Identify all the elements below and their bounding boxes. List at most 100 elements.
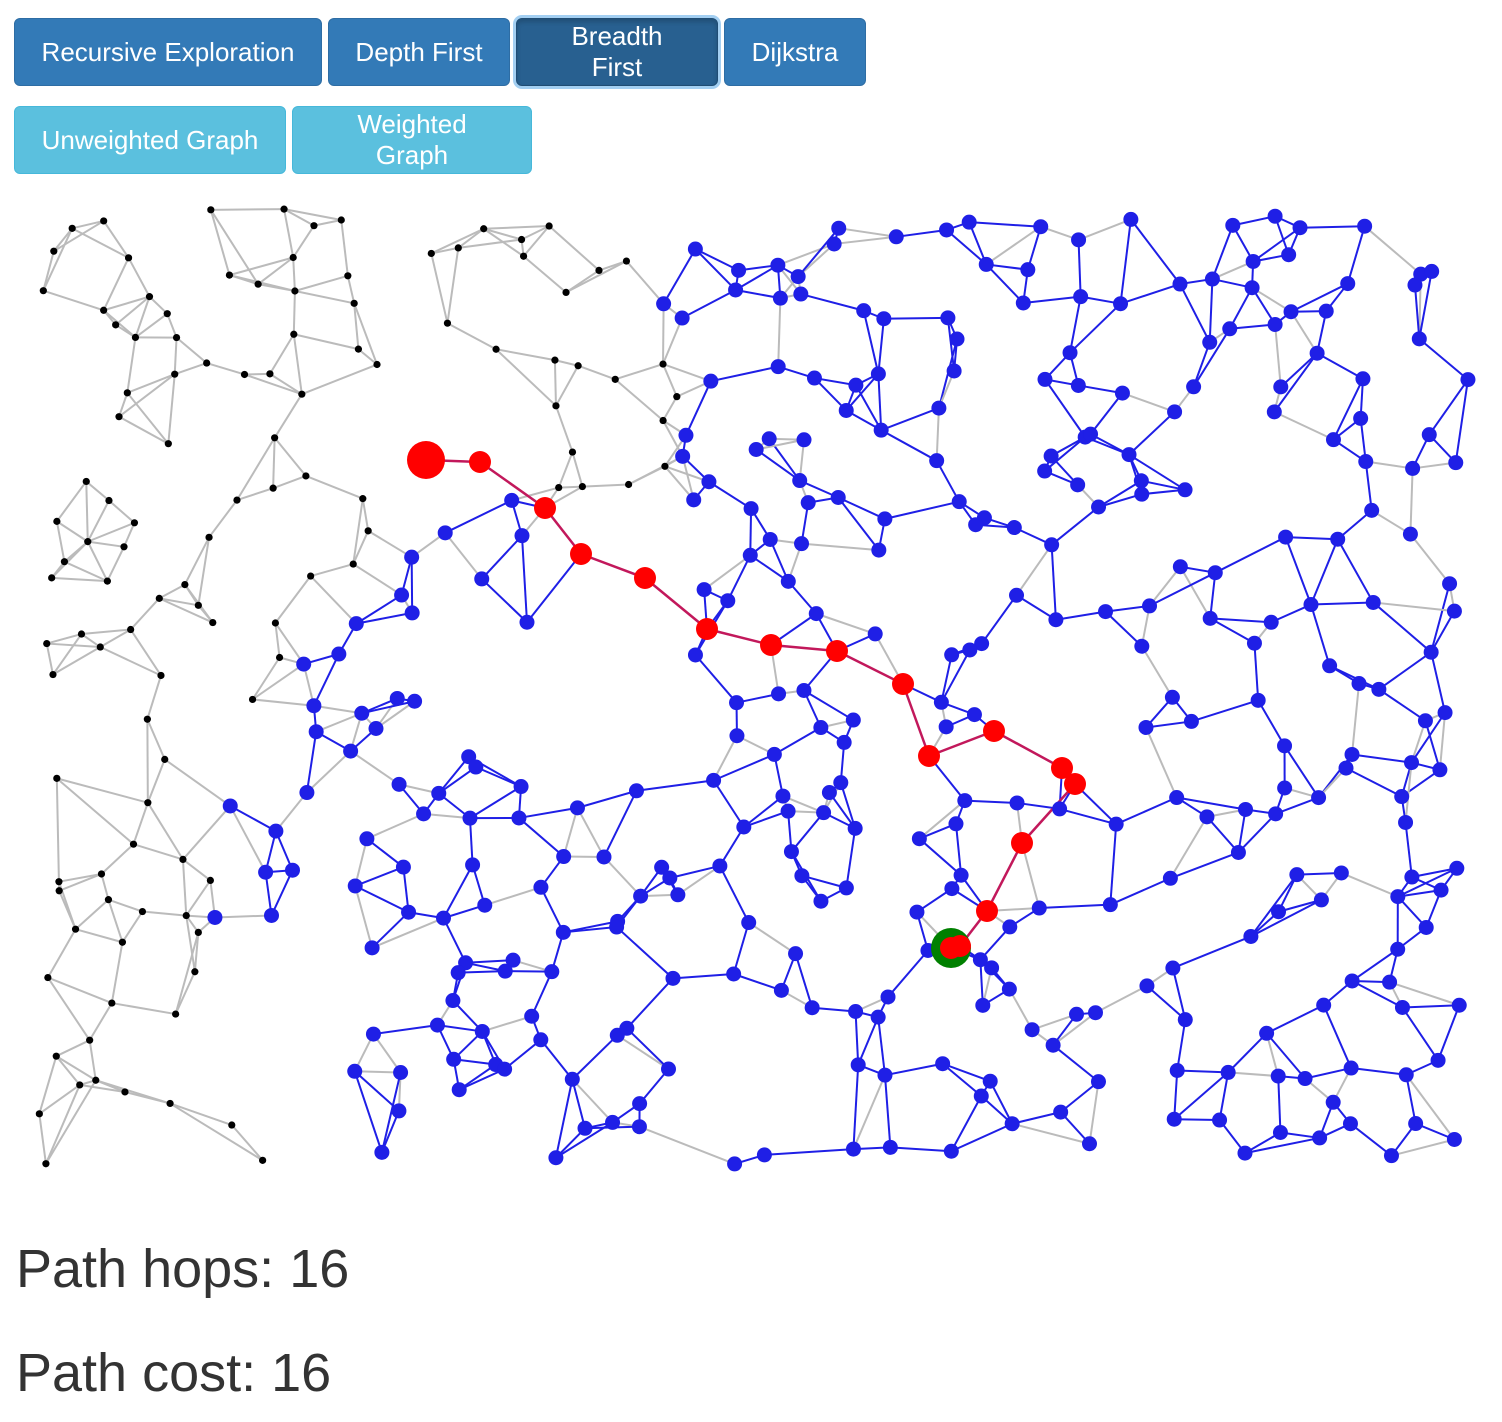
visited-node[interactable] — [1417, 713, 1433, 729]
visited-node[interactable] — [1166, 1111, 1182, 1127]
visited-node[interactable] — [504, 492, 520, 508]
visited-node[interactable] — [1009, 795, 1025, 811]
visited-node[interactable] — [1062, 345, 1078, 361]
path-node[interactable] — [976, 900, 998, 922]
visited-node[interactable] — [940, 310, 956, 326]
graph-node[interactable] — [659, 360, 667, 368]
graph-node[interactable] — [254, 280, 262, 288]
visited-node[interactable] — [1001, 981, 1017, 997]
path-node[interactable] — [940, 937, 962, 959]
visited-node[interactable] — [766, 746, 782, 762]
visited-node[interactable] — [783, 844, 799, 860]
depth-first-button[interactable]: Depth First — [328, 18, 510, 86]
visited-node[interactable] — [984, 960, 1000, 976]
visited-node[interactable] — [1309, 345, 1325, 361]
visited-node[interactable] — [830, 489, 846, 505]
visited-node[interactable] — [1142, 598, 1158, 614]
visited-node[interactable] — [804, 1000, 820, 1016]
path-node[interactable] — [1051, 757, 1073, 779]
visited-node[interactable] — [873, 422, 889, 438]
visited-node[interactable] — [348, 616, 364, 632]
visited-node[interactable] — [1267, 316, 1283, 332]
visited-node[interactable] — [365, 1026, 381, 1042]
graph-node[interactable] — [115, 413, 123, 421]
graph-node[interactable] — [310, 222, 318, 230]
graph-node[interactable] — [42, 1160, 50, 1168]
visited-node[interactable] — [1070, 477, 1086, 493]
visited-node[interactable] — [871, 542, 887, 558]
visited-node[interactable] — [633, 888, 649, 904]
visited-node[interactable] — [1263, 614, 1279, 630]
visited-node[interactable] — [1114, 385, 1130, 401]
graph-node[interactable] — [307, 572, 315, 580]
visited-node[interactable] — [416, 806, 432, 822]
visited-node[interactable] — [474, 571, 490, 587]
path-node[interactable] — [918, 745, 940, 767]
visited-node[interactable] — [736, 819, 752, 835]
visited-node[interactable] — [1351, 676, 1367, 692]
visited-node[interactable] — [788, 946, 804, 962]
graph-node[interactable] — [545, 222, 553, 230]
visited-node[interactable] — [1449, 860, 1465, 876]
visited-node[interactable] — [564, 1071, 580, 1087]
visited-node[interactable] — [813, 720, 829, 736]
visited-node[interactable] — [451, 1082, 467, 1098]
graph-node[interactable] — [443, 319, 452, 327]
graph-node[interactable] — [595, 266, 603, 275]
visited-node[interactable] — [1402, 526, 1418, 542]
visited-node[interactable] — [1090, 1074, 1106, 1090]
visited-node[interactable] — [497, 963, 513, 979]
visited-node[interactable] — [1088, 1005, 1104, 1021]
visited-node[interactable] — [931, 400, 947, 416]
visited-node[interactable] — [1268, 806, 1284, 822]
graph-node[interactable] — [172, 333, 181, 342]
visited-node[interactable] — [741, 915, 757, 931]
visited-node[interactable] — [831, 220, 847, 236]
visited-node[interactable] — [974, 636, 990, 652]
visited-node[interactable] — [1330, 531, 1346, 547]
graph-node[interactable] — [100, 306, 108, 314]
visited-node[interactable] — [359, 831, 375, 847]
graph-node[interactable] — [661, 462, 669, 470]
visited-node[interactable] — [731, 262, 747, 278]
graph-node[interactable] — [77, 630, 86, 638]
visited-node[interactable] — [1333, 865, 1349, 881]
visited-node[interactable] — [848, 1003, 864, 1019]
visited-node[interactable] — [343, 743, 359, 759]
path-node[interactable] — [983, 720, 1005, 742]
visited-node[interactable] — [1167, 404, 1183, 420]
visited-node[interactable] — [222, 798, 238, 814]
visited-node[interactable] — [524, 1008, 540, 1024]
graph-node[interactable] — [96, 643, 104, 651]
visited-node[interactable] — [1165, 960, 1181, 976]
graph-node[interactable] — [82, 477, 90, 486]
visited-node[interactable] — [678, 427, 694, 443]
path-node[interactable] — [892, 673, 914, 695]
visited-node[interactable] — [821, 785, 837, 801]
visited-node[interactable] — [1338, 760, 1354, 776]
visited-node[interactable] — [393, 1064, 409, 1080]
visited-node[interactable] — [772, 290, 788, 306]
visited-node[interactable] — [1204, 271, 1220, 287]
graph-node[interactable] — [206, 876, 214, 884]
visited-node[interactable] — [1244, 280, 1260, 296]
visited-node[interactable] — [775, 788, 791, 804]
visited-node[interactable] — [1364, 502, 1380, 518]
visited-node[interactable] — [468, 759, 484, 775]
path-node[interactable] — [570, 543, 592, 565]
visited-node[interactable] — [1004, 1116, 1020, 1132]
visited-node[interactable] — [1037, 463, 1053, 479]
path-node[interactable] — [760, 634, 782, 656]
visited-node[interactable] — [1446, 603, 1462, 619]
visited-node[interactable] — [957, 793, 973, 809]
visited-node[interactable] — [792, 473, 808, 489]
visited-node[interactable] — [661, 1061, 677, 1077]
graph-node[interactable] — [555, 483, 563, 492]
visited-node[interactable] — [816, 805, 832, 821]
visited-node[interactable] — [1073, 289, 1089, 305]
visited-node[interactable] — [1281, 247, 1297, 263]
visited-node[interactable] — [1451, 997, 1467, 1013]
graph-node[interactable] — [76, 1081, 84, 1089]
path-node[interactable] — [534, 497, 556, 519]
visited-node[interactable] — [966, 707, 982, 723]
